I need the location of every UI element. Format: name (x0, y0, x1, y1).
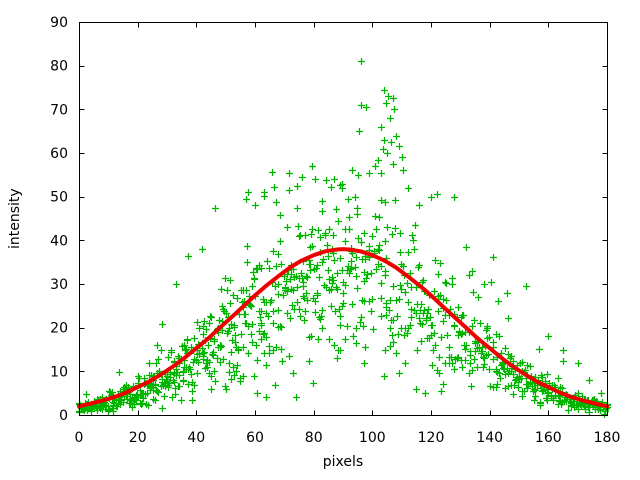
y-tick-label: 10 (50, 364, 68, 380)
x-tick-label: 20 (129, 430, 147, 446)
plot-border-and-ticks (79, 22, 608, 416)
x-tick-label: 120 (418, 430, 445, 446)
y-tick-label: 0 (59, 408, 68, 424)
x-tick-label: 0 (75, 430, 84, 446)
scatter-points (76, 58, 611, 418)
x-tick-label: 40 (187, 430, 205, 446)
y-tick-label: 20 (50, 321, 68, 337)
x-axis-title: pixels (322, 454, 364, 470)
y-tick-label: 50 (50, 190, 68, 206)
y-tick-label: 30 (50, 277, 68, 293)
fit-curve (77, 247, 609, 409)
x-tick-label: 100 (359, 430, 386, 446)
x-tick-label: 140 (476, 430, 503, 446)
y-tick-label: 80 (50, 59, 68, 75)
x-tick-label: 60 (246, 430, 264, 446)
y-tick-label: 90 (50, 15, 68, 31)
x-tick-label: 180 (594, 430, 621, 446)
y-tick-label: 60 (50, 146, 68, 162)
x-tick-label: 80 (305, 430, 323, 446)
x-tick-label: 160 (535, 430, 562, 446)
y-axis-title: intensity (7, 188, 23, 249)
y-tick-label: 70 (50, 102, 68, 118)
tick-labels: 0 20 40 60 80 100 120 140 160 180 0 10 20 30 40 50 60 70 8… (50, 15, 620, 446)
y-tick-label: 40 (50, 233, 68, 249)
